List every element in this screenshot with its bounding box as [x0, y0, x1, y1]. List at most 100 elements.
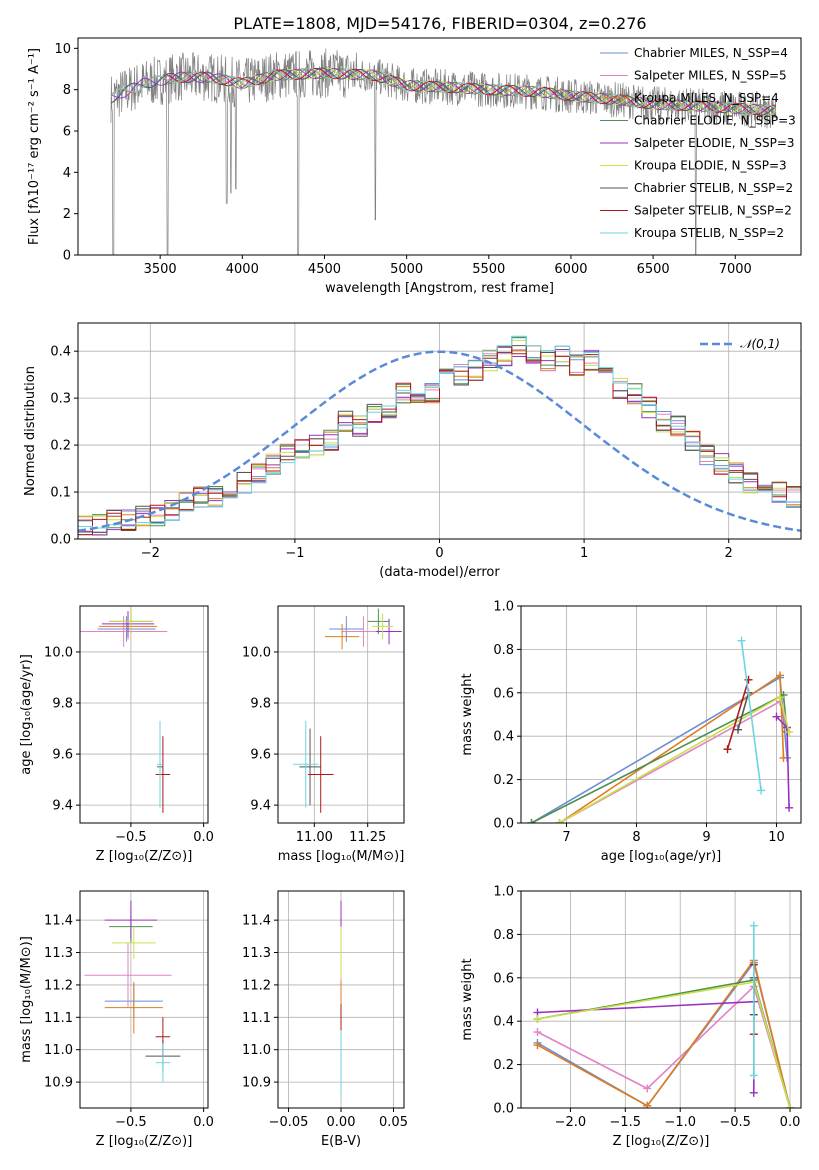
x-tick-label: 11.00 [296, 830, 333, 845]
y-tick-label: 0.0 [493, 817, 514, 832]
y-tick-label: 0.4 [493, 1015, 514, 1030]
errorbar-point-kroupa_miles [104, 981, 163, 1034]
y-tick-label: 10.0 [44, 645, 73, 660]
x-tick-label: 5500 [472, 262, 505, 277]
weight-vs-age-axes: 7 8 9 10 0.0 0.2 0.4 0.6 0.8 1.0 age [log₁₀(age/yr… [460, 600, 802, 864]
legend-label: Chabrier MILES, N_SSP=4 [634, 46, 788, 60]
age-vs-z-content [80, 608, 171, 813]
y-tick-label: 11.2 [44, 978, 73, 993]
y-tick-label: 8 [63, 83, 71, 98]
weight-marker-kroupa_stelib [749, 921, 758, 930]
y-tick-label: 0.8 [493, 928, 514, 943]
age-vs-mass-axes: 11.00 11.25 9.4 9.6 9.8 10.0 mass [log₁₀(M/M⊙)… [242, 605, 405, 864]
x-tick-label: −0.5 [115, 1115, 147, 1130]
y-axis-label: mass weight [460, 673, 475, 755]
y-tick-label: 0.2 [493, 773, 514, 788]
legend-label: Salpeter ELODIE, N_SSP=3 [634, 136, 795, 150]
x-tick-label: 2 [725, 546, 733, 561]
weight-line-salpeter_miles [559, 700, 788, 823]
x-tick-label: 1 [580, 546, 588, 561]
x-tick-label: −1.5 [610, 1115, 642, 1130]
x-tick-label: 0.0 [193, 1115, 214, 1130]
weight-marker-kroupa_miles [779, 753, 788, 762]
age-vs-mass-content [292, 608, 402, 813]
y-tick-label: 9.8 [52, 697, 73, 712]
errorbar-point-kroupa_elodie [109, 608, 153, 635]
weight-marker-kroupa_miles [776, 671, 784, 680]
y-tick-label: 4 [63, 166, 71, 181]
weight-line-chabrier_elodie [537, 979, 791, 1108]
weight-marker-salpeter_miles [533, 1028, 542, 1037]
y-tick-label: 11.1 [242, 1011, 271, 1026]
x-axis-label: E(B-V) [321, 1134, 361, 1149]
weight-marker-salpeter_elodie [772, 712, 781, 721]
weight-marker-kroupa_stelib [749, 1071, 758, 1080]
x-tick-label: 4000 [226, 262, 259, 277]
y-axis-label: mass [log₁₀(M/M⊙)] [19, 936, 34, 1063]
weight-vs-z-content [533, 921, 795, 1108]
histogram-chabrier_miles [78, 337, 801, 539]
weight-line-salpeter_stelib [726, 679, 750, 750]
y-tick-label: 0.1 [50, 486, 71, 501]
y-tick-label: 9.4 [250, 799, 271, 814]
mass-vs-z-content [84, 900, 181, 1083]
errorbar-point-salpeter_miles [80, 616, 168, 647]
errorbar-point-chabrier_stelib [299, 728, 321, 806]
weight-marker-kroupa_miles [643, 1101, 652, 1108]
x-tick-label: 6000 [554, 262, 587, 277]
axes-frame [79, 605, 209, 824]
legend-label: Kroupa STELIB, N_SSP=2 [634, 226, 784, 240]
x-axis-label: mass [log₁₀(M/M⊙)] [278, 849, 405, 864]
spectrum-axes: 3500 4000 4500 5000 5500 6000 6500 7000 0 2 4 6 8 10 w… [27, 37, 802, 296]
y-tick-label: 0.2 [493, 1058, 514, 1073]
y-tick-label: 10.9 [242, 1076, 271, 1091]
weight-vs-z-axes: −2.0 −1.5 −1.0 −0.5 0.0 0.0 0.2 0.4 0.6 0.8 1.0 Z [… [460, 885, 802, 1149]
x-tick-label: −0.05 [269, 1115, 309, 1130]
model-spectrum-salpeter_stelib [165, 67, 777, 116]
y-tick-label: 0.4 [50, 345, 71, 360]
mass-vs-ebv-axes: −0.05 0.00 0.05 10.9 11.0 11.1 11.2 11.3 11.4 E(B… [242, 890, 408, 1149]
errorbar-point-salpeter_elodie [104, 900, 158, 940]
x-axis-label: wavelength [Angstrom, rest frame] [325, 281, 554, 296]
y-axis-label: Flux [fλ10⁻¹⁷ erg cm⁻² s⁻¹ A⁻¹] [27, 48, 42, 245]
residuals-content [78, 335, 801, 539]
axes-frame [77, 37, 802, 256]
age-vs-z-axes: −0.5 0.0 9.4 9.6 9.8 10.0 Z [log₁₀(Z/Z⊙)] age [… [19, 605, 214, 864]
y-tick-label: 11.4 [44, 914, 73, 929]
x-tick-label: 9 [702, 830, 710, 845]
y-tick-label: 9.8 [250, 697, 271, 712]
x-tick-label: 0.05 [379, 1115, 408, 1130]
y-tick-label: 0.0 [50, 533, 71, 548]
y-tick-label: 0 [63, 249, 71, 264]
x-tick-label: 0.00 [327, 1115, 356, 1130]
y-tick-label: 10.9 [44, 1076, 73, 1091]
errorbar-point-salpeter_stelib [307, 736, 334, 813]
model-spectrum-kroupa_elodie [226, 67, 777, 116]
histogram-kroupa_stelib [78, 335, 801, 539]
y-tick-label: 11.0 [242, 1043, 271, 1058]
axes-frame [79, 890, 209, 1109]
errorbar-point-salpeter_elodie [376, 618, 402, 645]
model-spectrum-chabrier_stelib [110, 67, 777, 116]
y-tick-label: 11.1 [44, 1011, 73, 1026]
weight-line-salpeter_elodie [537, 1000, 755, 1093]
weight-marker-kroupa_stelib [737, 636, 746, 645]
x-tick-label: 11.25 [349, 830, 386, 845]
histogram-salpeter_stelib [78, 346, 801, 539]
y-tick-label: 1.0 [493, 885, 514, 900]
y-tick-label: 0.2 [50, 439, 71, 454]
model-spectrum-salpeter_elodie [110, 67, 777, 116]
weight-marker-salpeter_miles [643, 1084, 652, 1093]
x-tick-label: 7 [562, 830, 570, 845]
y-tick-label: 11.3 [44, 946, 73, 961]
weight-line-salpeter_miles [537, 985, 791, 1108]
x-tick-label: 4500 [308, 262, 341, 277]
x-axis-label: (data-model)/error [379, 565, 500, 580]
normal-curve [78, 350, 801, 533]
x-tick-label: 7000 [719, 262, 752, 277]
errorbar-point-kroupa_stelib [155, 1043, 171, 1083]
weight-marker-kroupa_elodie [533, 1015, 542, 1024]
errorbar-point-kroupa_elodie [371, 613, 394, 640]
x-tick-label: −0.5 [115, 830, 147, 845]
y-tick-label: 11.4 [242, 914, 271, 929]
